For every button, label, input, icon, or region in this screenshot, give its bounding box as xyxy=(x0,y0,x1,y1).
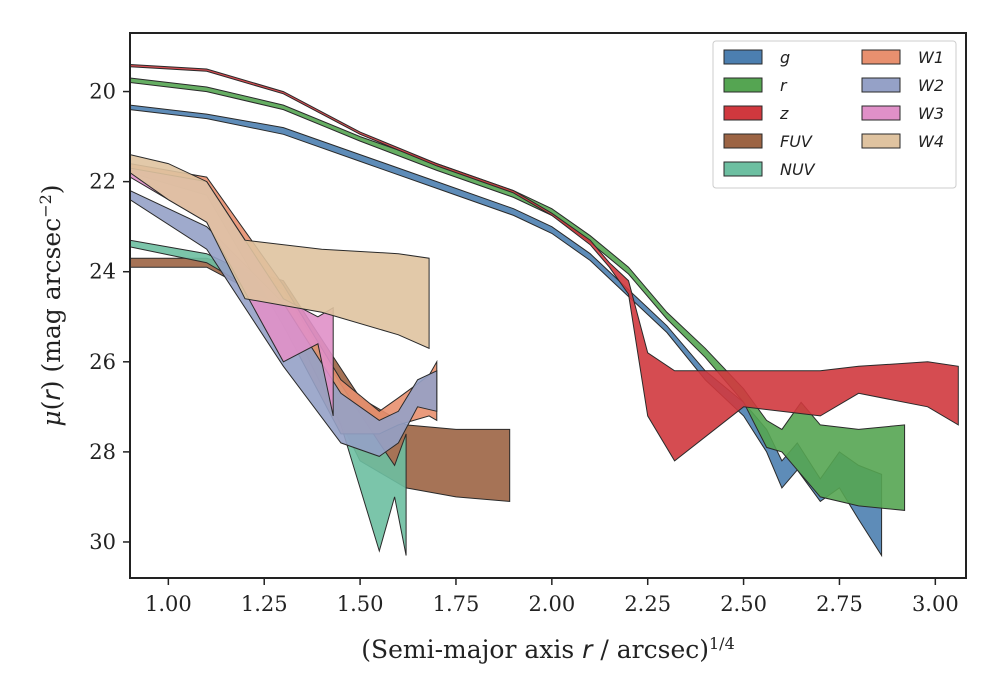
legend-swatch-z xyxy=(723,105,763,121)
x-tick-label: 1.50 xyxy=(337,592,384,616)
x-tick-label: 3.00 xyxy=(912,592,959,616)
legend-label-g: g xyxy=(780,48,790,67)
legend-swatch-w4 xyxy=(861,133,901,149)
legend-label-w3: W3 xyxy=(918,104,944,123)
legend-swatch-g xyxy=(723,49,763,65)
legend-swatch-w2 xyxy=(861,77,901,93)
x-tick-label: 1.75 xyxy=(433,592,480,616)
legend-swatch-w3 xyxy=(861,105,901,121)
legend-label-w1: W1 xyxy=(918,48,944,67)
y-tick-label: 24 xyxy=(89,260,116,284)
series-band-r xyxy=(130,77,906,511)
legend-label-z: z xyxy=(779,104,789,123)
y-tick-label: 26 xyxy=(89,350,116,374)
y-tick-label: 20 xyxy=(89,80,116,104)
x-tick-label: 2.75 xyxy=(816,592,863,616)
series-band-z xyxy=(130,63,959,462)
x-tick-label: 1.00 xyxy=(145,592,192,616)
y-axis-label: μ(r) (mag arcsec−2) xyxy=(36,184,67,426)
legend-label-nuv: NUV xyxy=(780,160,816,179)
legend-swatch-fuv xyxy=(723,133,763,149)
series-layer xyxy=(130,63,959,558)
y-tick-label: 22 xyxy=(89,170,116,194)
y-tick-label: 28 xyxy=(89,440,116,464)
legend-swatch-nuv xyxy=(723,161,763,177)
y-tick-label: 30 xyxy=(89,530,116,554)
x-tick-label: 2.50 xyxy=(720,592,767,616)
legend-label-r: r xyxy=(780,76,788,95)
x-axis-ticks: 1.00 1.25 1.50 1.75 2.00 2.25 2.50 2.75 3.00 xyxy=(145,578,959,616)
x-tick-label: 2.00 xyxy=(528,592,575,616)
series-band-w4 xyxy=(130,154,430,350)
plot-frame xyxy=(129,32,967,579)
series-band-g xyxy=(130,104,883,558)
legend: grz FUV NUV W1 W2 W3 W4 xyxy=(712,40,957,189)
legend-label-w4: W4 xyxy=(918,132,944,151)
legend-swatch-r xyxy=(723,77,763,93)
y-axis-ticks: 20 22 24 26 28 30 xyxy=(89,80,130,554)
legend-swatch-w1 xyxy=(861,49,901,65)
legend-label-fuv: FUV xyxy=(780,132,813,151)
x-tick-label: 1.25 xyxy=(241,592,288,616)
legend-label-w2: W2 xyxy=(918,76,944,95)
x-tick-label: 2.25 xyxy=(624,592,671,616)
x-axis-label: (Semi-major axis r / arcsec)1/4 xyxy=(361,634,735,665)
